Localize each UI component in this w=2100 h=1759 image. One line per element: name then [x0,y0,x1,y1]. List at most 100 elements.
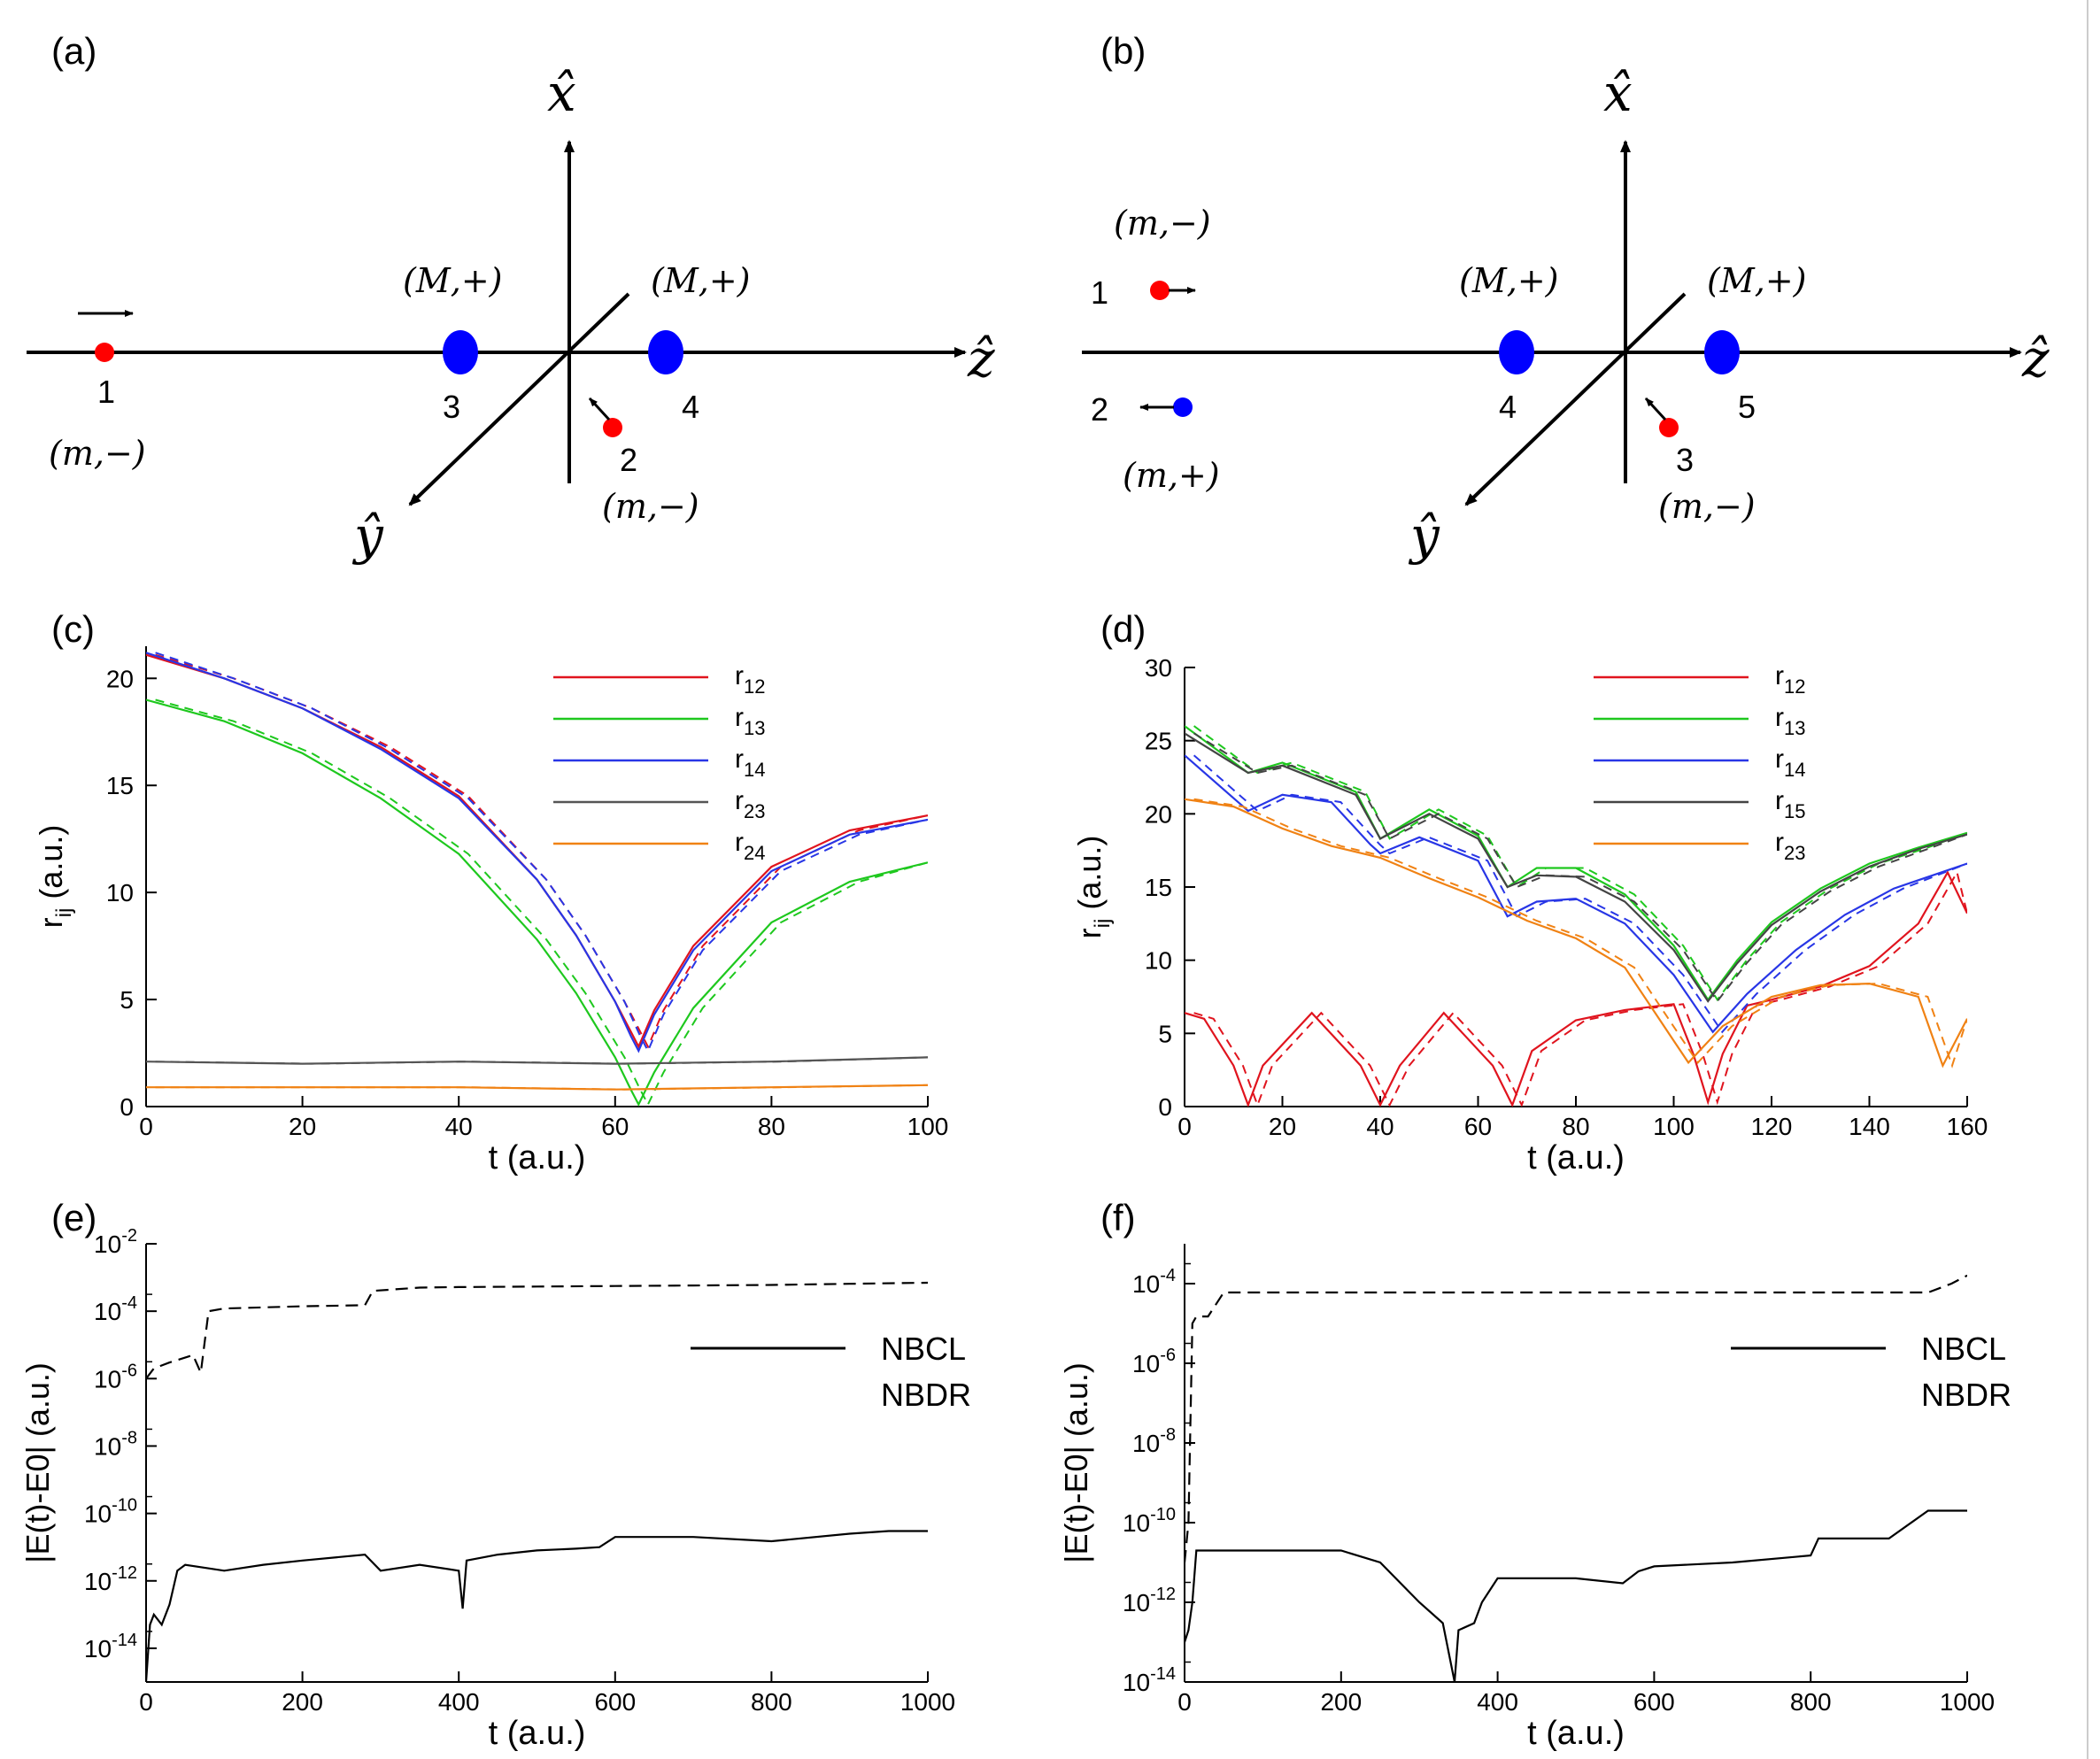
particle-2-label-b: (m,+) [1123,456,1220,495]
x-tick-label: 0 [139,1688,153,1716]
series-line-nbcl [1185,1509,1967,1682]
x-axis-label: t (a.u.) [489,1139,586,1177]
y-axis-label: rij (a.u.) [1071,836,1115,939]
x-tick-label: 100 [907,1113,949,1140]
legend-label: NBDR [1921,1377,2011,1413]
x-tick-label: 20 [289,1113,316,1140]
panel-label: (d) [1100,608,1146,650]
particle-1-id-a: 1 [97,374,115,410]
particle-4-id-b: 4 [1499,389,1517,425]
series-line-r12-dashed [1193,869,1967,1107]
x-tick-label: 400 [438,1688,480,1716]
particle-3-a [443,330,478,374]
particle-3-id-b: 3 [1676,442,1694,478]
z-hat-label-b: ẑ [2021,328,2050,389]
x-tick-label: 80 [1562,1113,1589,1140]
z-hat-label-a: ẑ [967,328,995,389]
x-tick-label: 40 [445,1113,473,1140]
y-tick-label: 10-6 [1132,1346,1176,1377]
y-tick-label: 5 [120,986,134,1014]
legend-label: r13 [1775,703,1805,739]
x-tick-label: 800 [751,1688,792,1716]
y-tick-label: 10-4 [1132,1266,1176,1298]
particle-2-id-a: 2 [620,442,637,478]
particle-3-b [1659,418,1679,437]
y-tick-label: 10-14 [84,1631,137,1663]
legend-label: r24 [735,828,765,864]
velocity-arrow-3-b [1644,397,1667,421]
particle-2-id-b: 2 [1091,391,1108,428]
y-tick-label: 10-14 [1123,1664,1176,1696]
series-line-r14-dashed [155,652,928,1053]
y-axis-b [1464,292,1687,506]
x-tick-label: 20 [1269,1113,1296,1140]
particle-4-b [1499,330,1534,374]
y-tick-label: 20 [1145,800,1172,828]
x-tick-label: 800 [1790,1688,1832,1716]
particle-2-label-a: (m,−) [602,487,699,526]
x-tick-label: 160 [1947,1113,1988,1140]
series-line-r12 [146,653,928,1049]
x-tick-label: 0 [1177,1113,1192,1140]
particle-5-id-b: 5 [1738,389,1756,425]
series-line-nbdr [1185,1274,1967,1563]
legend-label: r23 [735,786,765,822]
y-tick-label: 15 [106,772,134,799]
x-tick-label: 400 [1477,1688,1518,1716]
legend-label: r23 [1775,828,1805,864]
legend-label: NBCL [881,1331,966,1367]
y-tick-label: 5 [1158,1020,1172,1047]
y-tick-label: 15 [1145,874,1172,901]
particle-1-label-b: (m,−) [1114,204,1211,243]
legend-label: r14 [1775,744,1805,781]
chart-f: (f) 0 200 400 600 800 1000 t (a.u.) 10-14 10-12 10… [1058,1197,2011,1752]
particle-3-id-a: 3 [443,389,460,425]
particle-4-a [648,330,683,374]
legend-label: r15 [1775,786,1805,822]
y-tick-label: 10-12 [1123,1585,1176,1616]
series-line-r23 [1185,798,1967,1069]
series-line-r24-dashed [155,1084,928,1091]
panel-label-b: (b) [1100,30,1146,72]
series-line-r12-dashed [155,653,928,1049]
diagram-b: (b) x̂ ŷ ẑ 1 (m,−) 2 (m,+) 3 (m,−) 4 (M,… [1082,30,2050,566]
x-axis-label: t (a.u.) [1527,1715,1625,1752]
panel-label: (f) [1100,1197,1136,1238]
y-tick-label: 10-10 [84,1496,137,1528]
y-tick-label: 10-12 [84,1563,137,1595]
series-line-nbdr [146,1281,928,1379]
series-line-r14-dashed [1193,754,1967,1034]
particle-5-label-b: (M,+) [1707,261,1806,300]
x-tick-label: 0 [1177,1688,1192,1716]
y-axis-label: rij (a.u.) [33,825,76,929]
series-line-nbcl [146,1530,928,1682]
series-line-r14 [146,652,928,1053]
series-line-r14 [1185,754,1967,1034]
particle-2-b [1173,397,1193,417]
x-tick-label: 1000 [1940,1688,1995,1716]
x-tick-label: 1000 [900,1688,955,1716]
panel-label: (e) [51,1197,97,1238]
particle-1-a [95,343,114,362]
series-line-r23-dashed [155,1056,928,1065]
y-axis-a [408,292,630,506]
series-line-r23-dashed [1193,798,1967,1069]
y-tick-label: 25 [1145,728,1172,755]
y-hat-label-a: ŷ [351,505,384,566]
y-tick-label: 10-10 [1123,1505,1176,1537]
x-axis-label: t (a.u.) [489,1715,586,1752]
x-tick-label: 200 [1320,1688,1362,1716]
y-axis-label: |E(t)-E0| (a.u.) [19,1362,56,1563]
y-tick-label: 20 [106,665,134,692]
x-tick-label: 120 [1751,1113,1793,1140]
particle-3-label-b: (m,−) [1658,487,1756,526]
legend-label: NBCL [1921,1331,2006,1367]
y-tick-label: 30 [1145,654,1172,682]
legend-label: r14 [735,744,765,781]
x-tick-label: 140 [1849,1113,1890,1140]
x-tick-label: 600 [594,1688,636,1716]
particle-4-label-b: (M,+) [1459,261,1558,300]
panel-label-a: (a) [51,30,97,72]
diagram-a: (a) x̂ ŷ ẑ 1 (m,−) 2 (m,−) 3 (M,+) 4 (M,… [27,30,995,566]
x-tick-label: 60 [1464,1113,1492,1140]
